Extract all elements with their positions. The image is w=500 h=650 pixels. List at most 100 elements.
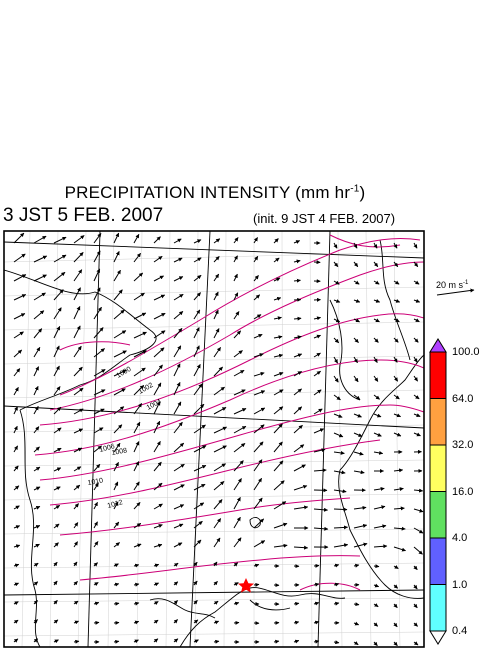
major-grid	[4, 231, 424, 647]
wind-vector	[273, 406, 284, 415]
wind-vector	[153, 364, 163, 377]
wind-vector	[393, 394, 400, 400]
wind-vector	[33, 543, 40, 548]
wind-vector	[413, 565, 418, 571]
wind-vector	[273, 441, 283, 453]
wind-vector	[293, 620, 300, 625]
wind-vector	[213, 600, 219, 605]
wind-vector	[233, 537, 242, 548]
wind-vector	[293, 278, 301, 283]
wind-vector	[13, 601, 19, 606]
wind-vector	[413, 508, 424, 513]
wind-vector	[273, 460, 284, 472]
wind-vector	[253, 563, 260, 568]
wind-vector	[193, 345, 200, 358]
wind-vector	[113, 639, 120, 644]
wind-vector	[333, 375, 339, 383]
wind-vector	[173, 363, 181, 377]
wind-vector	[73, 541, 79, 548]
wind-vector	[193, 520, 203, 529]
wind-vector	[53, 271, 66, 282]
wind-vector	[53, 467, 62, 472]
wind-vector	[193, 327, 200, 339]
wind-vector	[333, 507, 348, 512]
wind-vector	[373, 432, 382, 437]
wind-vector	[333, 337, 340, 344]
wind-vector	[233, 620, 240, 625]
wind-vector	[253, 424, 265, 434]
wind-vector	[193, 619, 199, 624]
wind-vector	[373, 242, 378, 249]
wind-vector	[133, 252, 141, 263]
wind-vector	[373, 337, 379, 343]
wind-vector	[293, 639, 300, 644]
wind-vector	[313, 507, 328, 512]
wind-vector	[73, 325, 81, 339]
wind-vector	[193, 239, 202, 244]
wind-vector	[193, 309, 201, 320]
wind-vector	[133, 350, 147, 358]
wind-vector	[33, 600, 38, 605]
wind-vector	[173, 581, 179, 586]
wind-vector	[133, 403, 143, 415]
wind-vector	[153, 347, 165, 358]
wind-vector	[353, 641, 359, 646]
wind-vector	[273, 501, 287, 510]
isobar-small-2	[299, 582, 361, 591]
wind-vector	[353, 280, 360, 285]
wind-vector	[73, 600, 79, 605]
wind-vector	[33, 466, 41, 472]
wind-vector	[233, 330, 242, 339]
wind-vector	[53, 365, 60, 377]
wind-vector	[353, 413, 362, 418]
wind-vector	[273, 389, 284, 396]
wind-vector	[13, 313, 26, 320]
reference-vector-label: 20 m s-1	[436, 280, 469, 290]
wind-vector	[333, 525, 348, 530]
isobar-1004	[39, 313, 424, 426]
wind-vector	[213, 273, 220, 282]
wind-vector	[353, 563, 360, 568]
wind-vector	[113, 369, 127, 377]
wind-vector	[53, 406, 62, 415]
wind-vector	[313, 352, 321, 358]
wind-vector	[373, 375, 379, 382]
wind-vector	[333, 601, 340, 606]
wind-vector	[113, 620, 120, 625]
wind-vector	[253, 371, 265, 377]
wind-vector	[93, 348, 105, 358]
wind-vector	[13, 563, 20, 568]
colorbar-label: 4.0	[452, 532, 468, 544]
wind-vector	[13, 505, 20, 510]
wind-vector	[93, 541, 99, 548]
wind-vector	[93, 408, 105, 415]
wind-vector	[253, 314, 262, 320]
wind-vector	[373, 450, 384, 455]
wind-vector	[53, 307, 62, 320]
wind-vector	[33, 619, 38, 624]
wind-vector	[273, 522, 288, 529]
wind-vector	[133, 502, 141, 510]
wind-vector	[113, 501, 119, 510]
isobar-1010	[49, 439, 381, 506]
wind-vector	[213, 406, 227, 415]
wind-vector	[113, 582, 120, 587]
wind-vector	[393, 298, 401, 303]
wind-vector	[233, 350, 243, 358]
wind-vector	[233, 369, 245, 377]
wind-vector	[253, 459, 263, 472]
colorbar	[429, 338, 447, 645]
wind-vector	[253, 407, 266, 415]
wind-vector	[353, 242, 358, 249]
wind-vector	[333, 413, 343, 418]
wind-vector	[393, 622, 398, 628]
colorbar-under-triangle	[429, 630, 447, 645]
wind-vector	[33, 405, 39, 415]
wind-vector	[333, 280, 340, 285]
wind-vector	[373, 261, 379, 268]
wind-vector	[33, 426, 40, 434]
wind-vector	[153, 294, 166, 301]
wind-vector	[233, 311, 240, 320]
wind-vector	[173, 311, 184, 320]
wind-vector	[113, 462, 119, 472]
